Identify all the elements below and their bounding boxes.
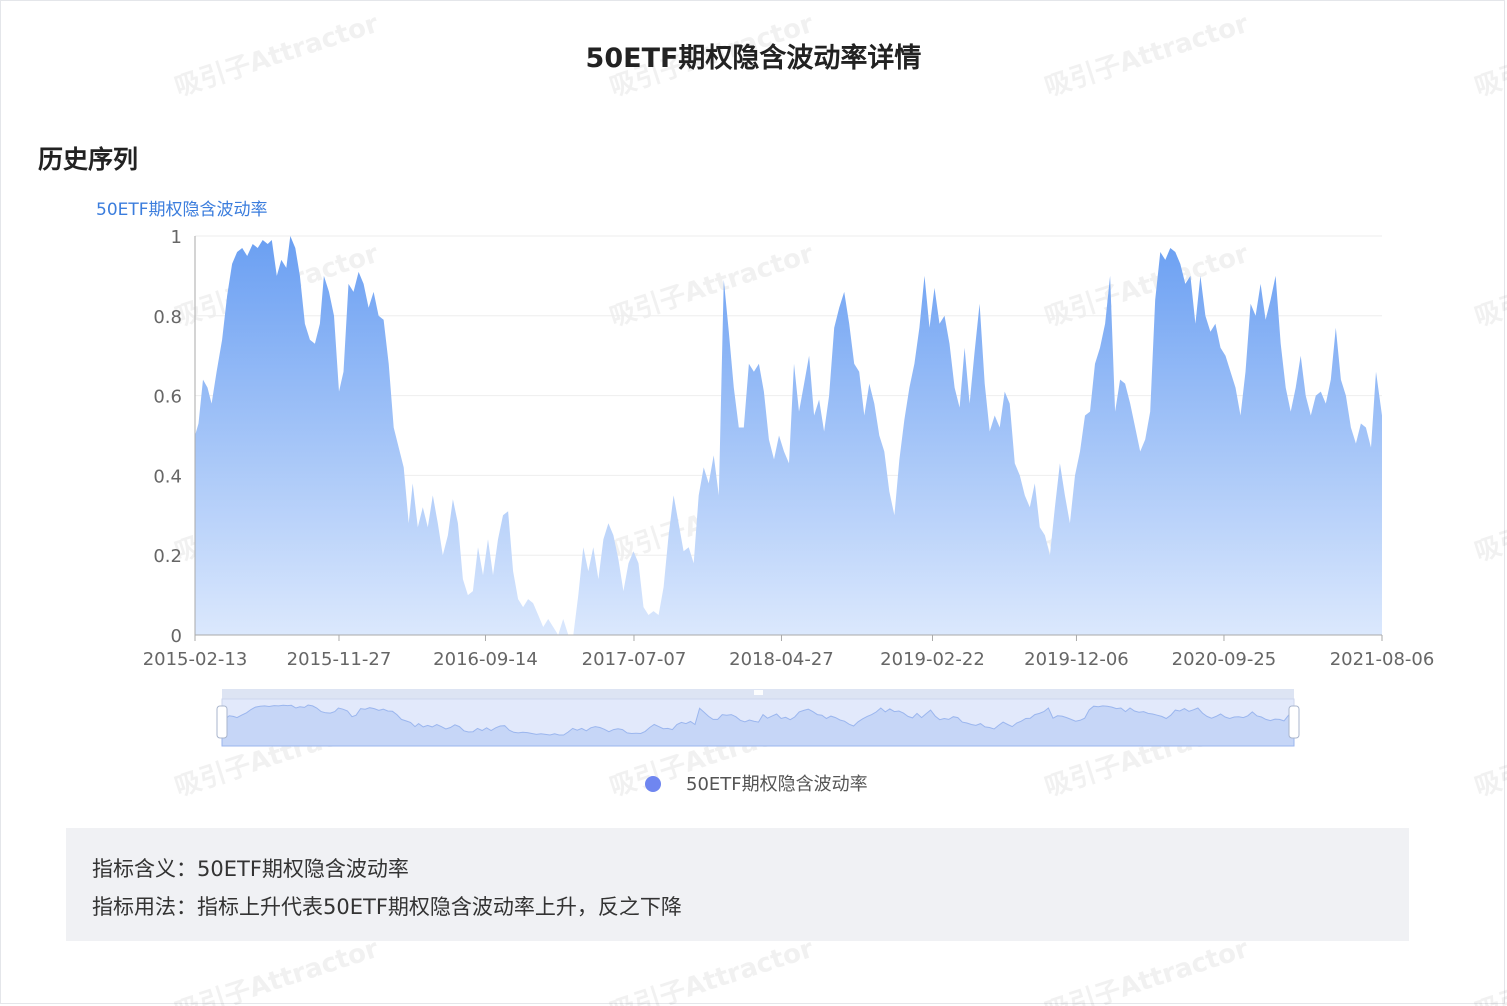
x-tick-label: 2017-07-07 <box>582 649 687 670</box>
series-area <box>195 236 1382 635</box>
x-tick-label: 2018-04-27 <box>729 649 834 670</box>
y-tick-label: 1 <box>171 227 182 248</box>
y-tick-label: 0 <box>171 626 182 647</box>
slider-preview-area <box>221 704 1295 747</box>
slider-grip <box>754 690 763 695</box>
series-name-label: 50ETF期权隐含波动率 <box>96 200 268 220</box>
indicator-usage: 指标用法：指标上升代表50ETF期权隐含波动率上升，反之下降 <box>92 888 1383 926</box>
indicator-info-box: 指标含义：50ETF期权隐含波动率 指标用法：指标上升代表50ETF期权隐含波动… <box>66 828 1409 941</box>
slider-handle-right[interactable] <box>1288 705 1300 739</box>
volatility-chart: 0 0.2 0.4 0.6 0.8 1 2015-02-13 2015-11-27 2016-0… <box>96 200 1435 795</box>
x-tick-label: 2015-11-27 <box>287 649 392 670</box>
indicator-meaning-value: 50ETF期权隐含波动率 <box>197 857 409 881</box>
x-tick-label: 2015-02-13 <box>143 649 248 670</box>
section-title: 历史序列 <box>38 145 139 174</box>
x-tick-label: 2020-09-25 <box>1172 649 1277 670</box>
indicator-usage-value: 指标上升代表50ETF期权隐含波动率上升，反之下降 <box>197 895 682 919</box>
y-tick-label: 0.8 <box>153 307 182 328</box>
slider-handle-left[interactable] <box>216 705 228 739</box>
indicator-meaning-label: 指标含义： <box>92 857 197 881</box>
x-tick-label: 2016-09-14 <box>433 649 538 670</box>
x-tick-label: 2019-12-06 <box>1024 649 1129 670</box>
legend-label: 50ETF期权隐含波动率 <box>686 774 868 795</box>
y-tick-label: 0.2 <box>153 546 182 567</box>
indicator-meaning: 指标含义：50ETF期权隐含波动率 <box>92 850 1383 888</box>
legend-marker <box>645 776 661 792</box>
page-title: 50ETF期权隐含波动率详情 <box>585 43 922 74</box>
indicator-usage-label: 指标用法： <box>92 895 197 919</box>
y-tick-label: 0.6 <box>153 387 182 408</box>
x-tick-label: 2019-02-22 <box>880 649 985 670</box>
y-tick-label: 0.4 <box>153 466 182 487</box>
x-tick-label: 2021-08-06 <box>1330 649 1435 670</box>
